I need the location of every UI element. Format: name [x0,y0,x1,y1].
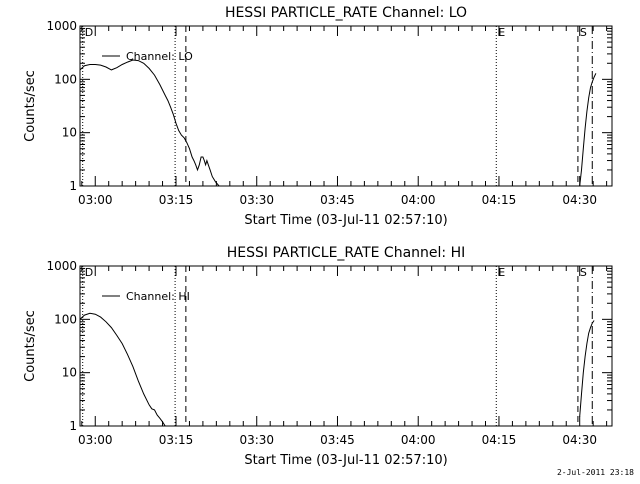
x-axis-label: Start Time (03-Jul-11 02:57:10) [244,453,447,468]
x-tick-label: 04:30 [562,433,597,447]
x-tick-label: 03:15 [159,433,194,447]
axes-frame [79,265,613,427]
marker-label: S [580,266,587,279]
marker-label: S [580,26,587,39]
y-tick-label: 1 [69,419,77,433]
x-tick-label: 03:00 [78,433,113,447]
y-tick-label: 1 [69,179,77,193]
x-axis-label: Start Time (03-Jul-11 02:57:10) [244,213,447,228]
y-axis-label: Counts/sec [23,70,38,142]
x-tick-label: 03:30 [239,433,274,447]
footer-date: 2-Jul-2011 23:18 [556,468,634,477]
chart-panel-2: HESSI PARTICLE_RATE Channel: HI D E S 03:00 0… [23,245,613,468]
x-tick-label: 03:30 [239,193,274,207]
x-tick-label: 03:00 [78,193,113,207]
marker-label: D [85,26,93,39]
y-tick-label: 10 [62,366,77,380]
x-tick-label: 04:00 [401,433,436,447]
marker-label: D [85,266,93,279]
y-tick-label: 100 [54,72,77,86]
x-tick-label: 04:15 [482,193,517,207]
x-tick-label: 03:15 [159,193,194,207]
chart-title: HESSI PARTICLE_RATE Channel: HI [227,245,465,261]
y-axis-label: Counts/sec [23,310,38,382]
legend-label: Channel: HI [126,290,190,303]
x-tick-label: 03:45 [320,433,355,447]
marker-label: E [498,266,505,279]
x-tick-label: 04:00 [401,193,436,207]
y-tick-label: 100 [54,312,77,326]
chart-panel-1: HESSI PARTICLE_RATE Channel: LO D E S 03:00 0… [23,5,613,228]
series-line [79,312,166,427]
axes-frame [79,25,613,187]
x-tick-label: 04:15 [482,433,517,447]
series-line [579,320,595,417]
marker-label: E [498,26,505,39]
series-line [79,59,220,187]
legend-label: Channel: LO [126,50,193,63]
y-tick-label: 1000 [46,259,77,273]
x-tick-label: 03:45 [320,193,355,207]
y-tick-label: 1000 [46,19,77,33]
series-line [579,73,597,187]
y-tick-label: 10 [62,126,77,140]
x-tick-label: 04:30 [562,193,597,207]
chart-title: HESSI PARTICLE_RATE Channel: LO [225,5,467,21]
